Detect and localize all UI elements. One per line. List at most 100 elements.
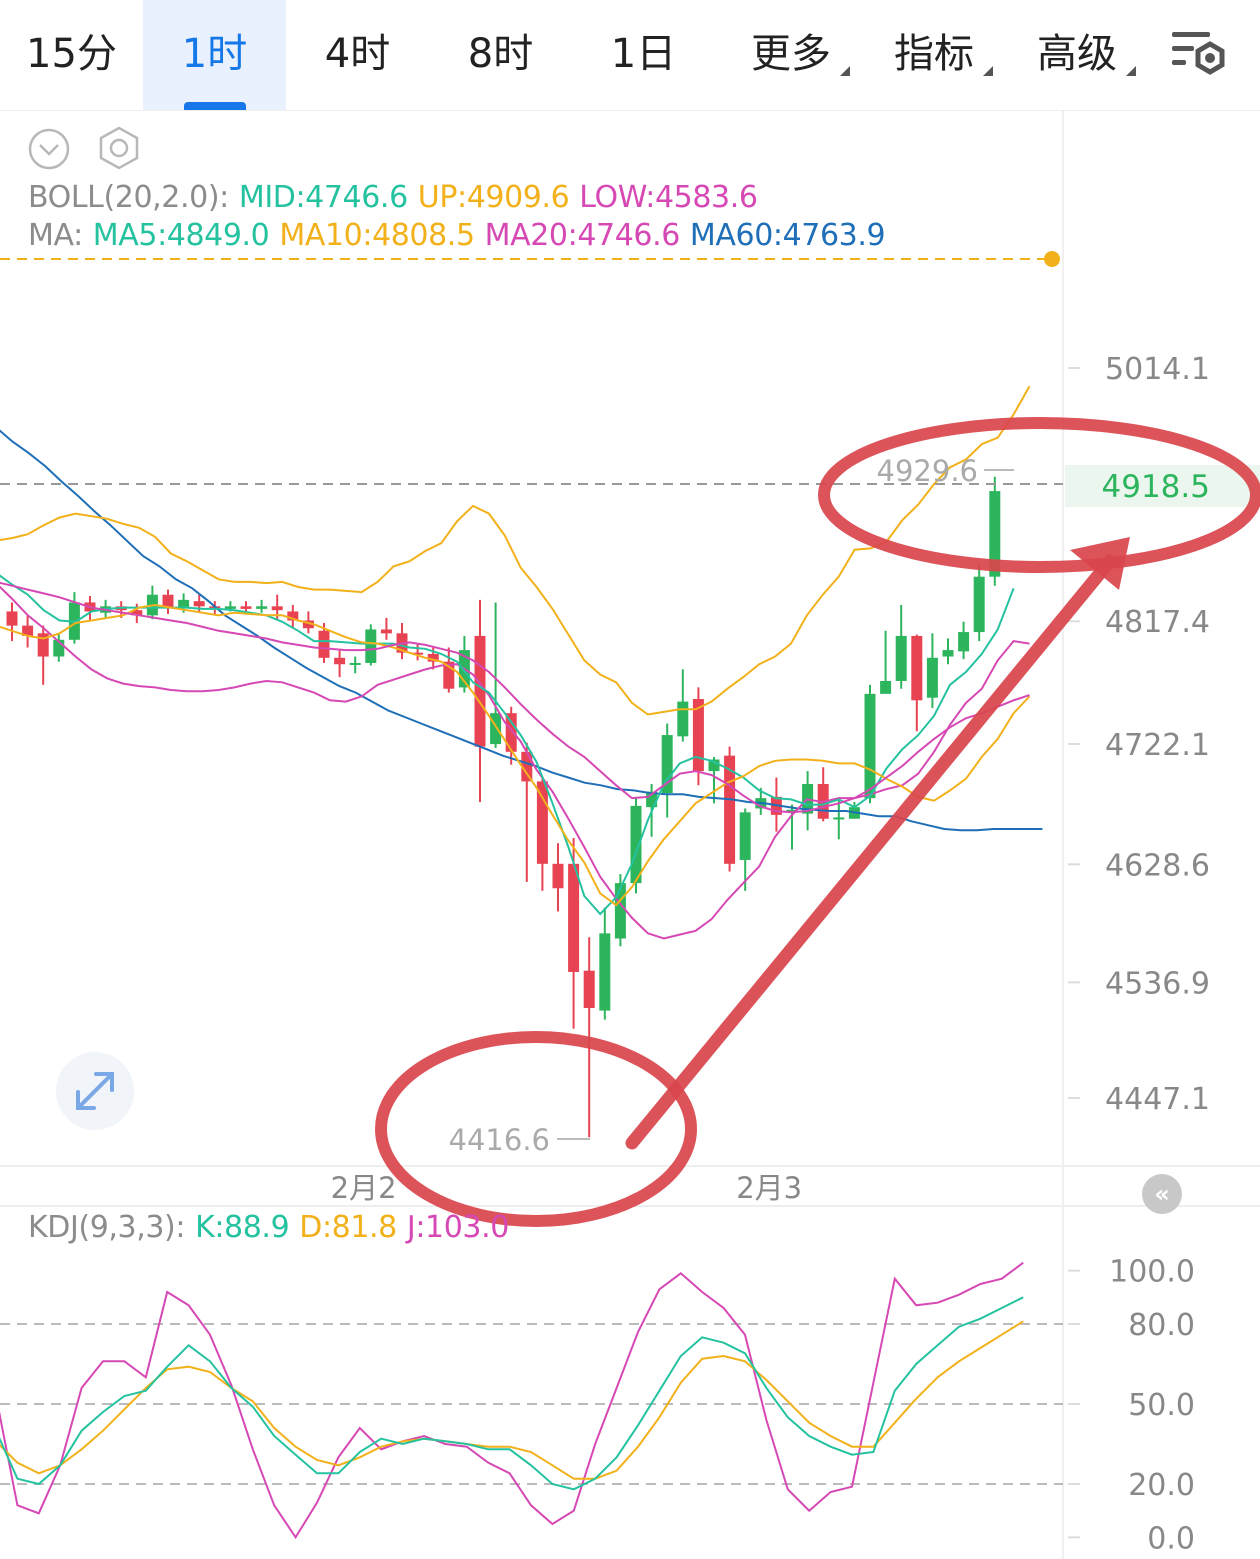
expand-icon [76,1072,114,1110]
kdj-label: KDJ(9,3,3): [28,1210,186,1245]
candle-body [349,662,361,665]
tab-label: 1时 [181,31,248,77]
ma-label: MA: [28,218,83,253]
candle-body [162,594,174,608]
candle-body [53,639,65,657]
candle-body [599,933,611,1011]
boll-mid: MID:4746.6 [238,180,408,215]
boll-low: LOW:4583.6 [579,180,758,215]
candle-body [958,632,970,652]
boll-legend: BOLL(20,2.0): MID:4746.6 UP:4909.6 LOW:4583… [28,180,768,215]
candle-body [833,817,845,820]
tab-label: 更多 [751,31,831,77]
ma10-line [0,603,1031,907]
candle-body [911,635,923,701]
tab-1d[interactable]: 1日 [572,0,715,110]
tab-advanced[interactable]: 高级 [1016,0,1138,110]
candle-body [224,606,236,609]
annotation-ellipse-bottom [375,1031,697,1227]
candle-body [412,652,424,655]
candle-body [646,791,658,808]
candle-body [942,650,954,657]
candle-body [989,491,1001,577]
kdj-d-line [0,1320,1024,1480]
ma5-value: MA5:4849.0 [92,218,270,253]
back-to-latest-button[interactable]: « [1142,1174,1182,1214]
candle-body [677,701,689,737]
low-price-marker: 4416.6 [449,1123,550,1157]
tab-label: 4时 [324,31,391,77]
tab-label: 8时 [467,31,534,77]
boll-up-line [0,385,1031,716]
annotation-arrow-shaft [625,554,1117,1150]
tab-label: 1日 [610,31,677,77]
candle-body [864,693,876,799]
candle-body [318,630,330,658]
candle-body [895,635,907,681]
timeframe-tab-bar: 15分 1时 4时 8时 1日 更多 指标 高级 [0,0,1260,111]
kdj-d: D:81.8 [299,1210,397,1245]
tab-label: 高级 [1037,31,1117,77]
tab-indicators[interactable]: 指标 [873,0,995,110]
kdj-tick-label: 50.0 [1128,1388,1195,1423]
candle-body [302,620,314,629]
candle-body [692,699,704,772]
indicator-settings-button[interactable] [96,125,142,175]
price-tick-label: 4817.4 [1105,605,1210,640]
price-chart[interactable]: 5014.1 4817.4 4722.1 4628.6 4536.9 4447.1 4918… [0,111,1260,1559]
back-to-latest-icon: « [1154,1180,1170,1208]
candle-body [256,606,268,609]
kdj-k: K:88.9 [195,1210,290,1245]
tab-8h[interactable]: 8时 [429,0,572,110]
tab-label: 15分 [26,31,117,77]
price-tick-label: 4628.6 [1105,848,1210,883]
chart-settings-button[interactable] [1166,26,1232,82]
kdj-legend: KDJ(9,3,3): K:88.9 D:81.8 J:103.0 [28,1210,519,1245]
fullscreen-button[interactable] [56,1052,134,1130]
candle-body [880,680,892,694]
dropdown-caret-icon [1126,66,1136,76]
high-price-marker: 4929.6 [877,454,978,488]
boll-up: UP:4909.6 [417,180,570,215]
collapse-legend-button[interactable] [28,128,70,174]
tab-more[interactable]: 更多 [730,0,852,110]
kdj-tick-label: 100.0 [1109,1255,1195,1290]
date-axis-label: 2月3 [736,1171,802,1205]
kdj-tick-label: 80.0 [1128,1308,1195,1343]
price-tick-label: 4447.1 [1105,1082,1210,1117]
price-tick-label: 4536.9 [1105,966,1210,1001]
candle-body [568,863,580,972]
candle-body [271,606,283,611]
tab-1h[interactable]: 1时 [143,0,286,110]
tab-15m[interactable]: 15分 [0,0,143,110]
candle-body [365,629,377,663]
candle-body [427,653,439,662]
candle-body [505,713,517,752]
hexagon-settings-icon [99,126,139,170]
tab-4h[interactable]: 4时 [286,0,429,110]
candle-body [22,625,34,636]
tab-label: 指标 [894,31,974,77]
kdj-j-line [0,1261,1024,1540]
candle-body [490,713,502,745]
candle-body [739,812,751,860]
dropdown-caret-icon [840,66,850,76]
candle-body [178,599,190,608]
chart-settings-icon [1172,32,1225,75]
kdj-tick-label: 0.0 [1147,1521,1195,1556]
candle-body [474,635,486,747]
ma20-line [0,581,1030,814]
candle-body [973,576,985,633]
candle-body [193,601,205,607]
boll-label: BOLL(20,2.0): [28,180,229,215]
kdj-tick-label: 20.0 [1128,1468,1195,1503]
candle-body [552,863,564,889]
candle-body [661,735,673,793]
candle-body [6,611,18,626]
candle-body [708,759,720,772]
candle-body [786,809,798,812]
dropdown-caret-icon [983,66,993,76]
kdj-j: J:103.0 [406,1210,509,1245]
candle-body [536,781,548,864]
price-tick-label: 5014.1 [1105,352,1210,387]
